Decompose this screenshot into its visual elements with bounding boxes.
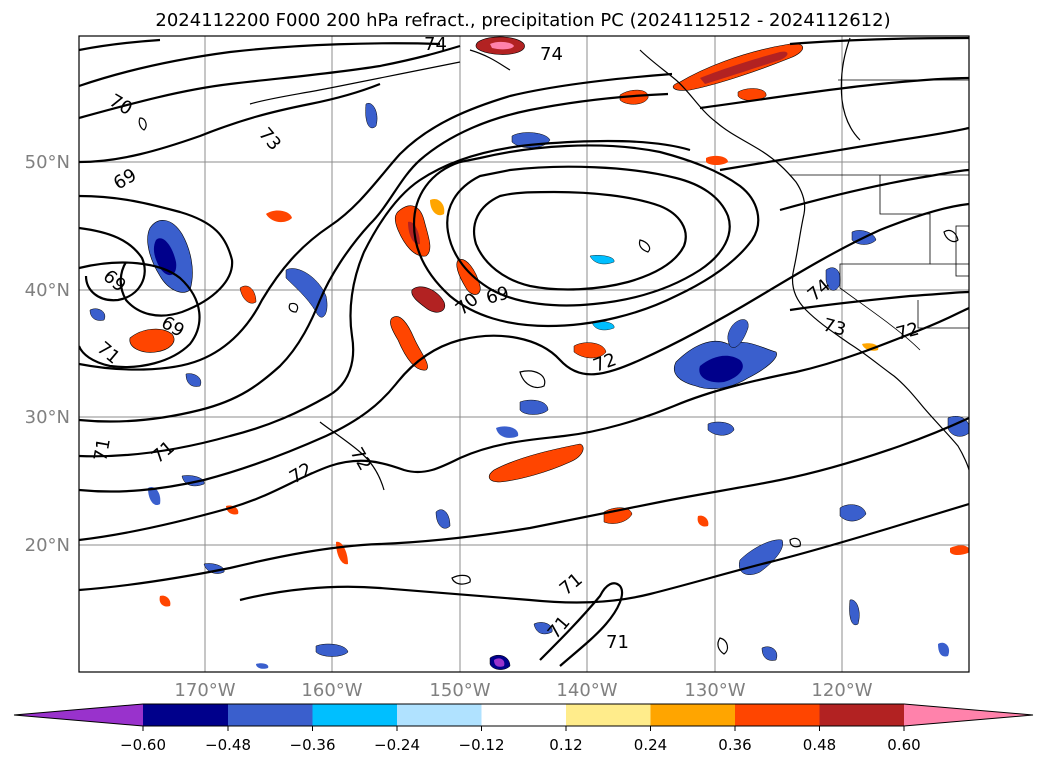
colorbar-tick-label: 0.36	[718, 736, 751, 754]
lon-tick: 150°W	[429, 680, 490, 701]
lat-tick: 30°N	[25, 407, 70, 428]
colorbar-segment	[650, 704, 735, 726]
colorbar-tick-label: 0.24	[634, 736, 667, 754]
precip-blob	[411, 286, 446, 313]
precip-blob	[365, 102, 378, 129]
precip-blob	[738, 539, 784, 575]
colorbar-segment	[819, 704, 904, 726]
precip-blob	[839, 504, 867, 522]
colorbar-segment	[735, 704, 820, 726]
colorbar-segment	[14, 704, 143, 726]
lat-tick: 20°N	[25, 535, 70, 556]
colorbar-ticks	[142, 726, 905, 731]
precip-blob	[153, 238, 177, 276]
contour-lines	[79, 36, 969, 667]
longitude-axis: 170°W 160°W 150°W 140°W 130°W 120°W	[174, 680, 872, 701]
precipitation-shading	[89, 36, 969, 670]
colorbar-tick-label: −0.36	[290, 736, 336, 754]
precip-blob	[456, 259, 481, 295]
colorbar-tick-label: −0.12	[459, 736, 505, 754]
lon-tick: 170°W	[174, 680, 235, 701]
precip-blob	[430, 198, 445, 216]
precip-blob	[761, 646, 778, 661]
precip-blob	[619, 89, 649, 105]
precip-blob	[148, 486, 161, 506]
contour-label: 74	[424, 34, 447, 55]
precip-blob	[849, 599, 860, 626]
contour-label: 74	[540, 44, 563, 65]
precip-blob	[256, 663, 269, 669]
contour-label: 71	[606, 632, 629, 653]
colorbar-segment	[397, 704, 482, 726]
precip-blob	[488, 443, 584, 483]
precip-blob	[266, 210, 292, 223]
precip-blob	[89, 308, 106, 321]
precip-blob	[737, 88, 767, 101]
precip-blob	[697, 515, 709, 527]
precip-blob	[490, 41, 514, 50]
precip-blob	[239, 285, 257, 304]
map-layers: 74 74 70 73 69 69 69 71 70 69 72 71 72 7…	[79, 34, 969, 672]
precip-blob	[519, 399, 549, 415]
colorbar: −0.60 −0.48 −0.36 −0.24 −0.12 0.12 0.24 …	[13, 703, 1034, 754]
precip-blob	[496, 426, 519, 438]
lat-tick: 50°N	[25, 152, 70, 173]
precip-blob	[129, 328, 175, 353]
precip-blob	[533, 622, 553, 635]
coastlines	[138, 37, 969, 655]
colorbar-tick-label: −0.24	[374, 736, 420, 754]
precip-blob	[285, 268, 328, 318]
precip-blob	[435, 509, 451, 529]
contour-label: 71	[90, 437, 115, 463]
colorbar-segment	[312, 704, 397, 726]
lon-tick: 130°W	[684, 680, 745, 701]
colorbar-tick-label: 0.12	[549, 736, 582, 754]
precip-blob	[494, 658, 505, 667]
precip-blob	[727, 319, 749, 348]
colorbar-tick-label: −0.60	[120, 736, 166, 754]
colorbar-segments	[14, 704, 1033, 726]
precip-blob	[950, 545, 969, 555]
map-frame	[78, 35, 970, 673]
precip-blob	[700, 51, 788, 84]
colorbar-segment	[481, 704, 566, 726]
precip-blob	[699, 355, 743, 383]
lon-tick: 140°W	[556, 680, 617, 701]
precip-blob	[707, 421, 735, 436]
colorbar-segment	[904, 704, 1033, 726]
figure-title: 2024112200 F000 200 hPa refract., precip…	[155, 10, 890, 31]
precip-blob	[390, 316, 428, 371]
precip-blob	[185, 373, 202, 387]
colorbar-segment	[228, 704, 313, 726]
lon-tick: 160°W	[301, 680, 362, 701]
colorbar-segment	[143, 704, 228, 726]
precip-blob	[315, 643, 349, 657]
colorbar-tick-label: 0.60	[887, 736, 920, 754]
precip-blob	[573, 342, 607, 359]
precip-blob	[938, 642, 950, 657]
colorbar-tick-labels: −0.60 −0.48 −0.36 −0.24 −0.12 0.12 0.24 …	[120, 736, 921, 754]
colorbar-segment	[566, 704, 651, 726]
latitude-axis: 20°N 30°N 40°N 50°N	[25, 152, 70, 556]
precip-blob	[589, 255, 615, 265]
colorbar-tick-label: −0.48	[205, 736, 251, 754]
lat-tick: 40°N	[25, 280, 70, 301]
precip-blob	[159, 595, 171, 607]
colorbar-tick-label: 0.48	[803, 736, 836, 754]
precip-blob	[706, 155, 728, 165]
lon-tick: 120°W	[811, 680, 872, 701]
